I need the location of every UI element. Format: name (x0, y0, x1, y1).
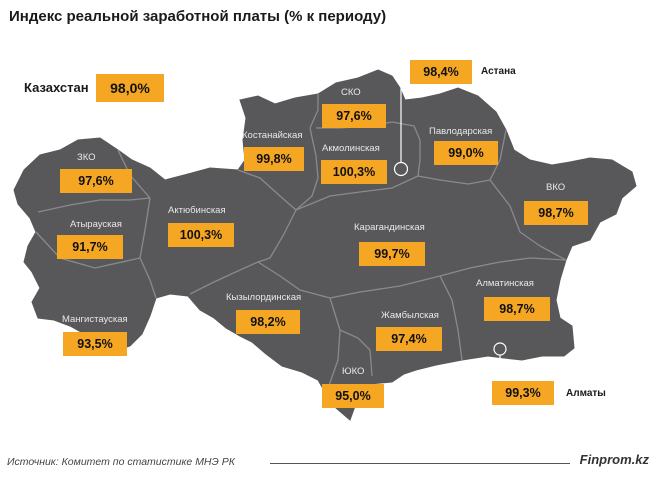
border-zhambyl-almaty (439, 275, 463, 361)
region-value-atyrau: 91,7% (57, 235, 123, 259)
city-label-astana: Астана (481, 66, 516, 77)
border-aktobe-karaganda (257, 209, 297, 263)
border-pavlodar-vko (489, 129, 507, 181)
region-value-kyzylorda: 98,2% (236, 310, 300, 334)
border-pavlodar-karaganda (417, 175, 491, 185)
region-label-zhambyl: Жамбылская (381, 310, 439, 321)
kazakhstan-label: Казахстан (24, 80, 89, 95)
region-value-yuko: 95,0% (322, 384, 384, 408)
region-value-zko: 97,6% (60, 169, 132, 193)
border-karaganda-zhambyl (329, 275, 441, 299)
region-label-zko: ЗКО (77, 152, 96, 163)
region-label-atyrau: Атырауская (70, 219, 122, 230)
border-zhambyl-yuko (339, 329, 373, 377)
footer-divider (270, 463, 570, 464)
region-value-kostanay: 99,8% (244, 147, 304, 171)
border-kostanay-akmola (295, 127, 319, 211)
region-label-sko: СКО (341, 87, 361, 98)
region-label-pavlodar: Павлодарская (429, 126, 493, 137)
border-aktobe-kyzylorda (189, 261, 259, 295)
border-akmola-karaganda (295, 175, 419, 211)
city-value-almaty: 99,3% (492, 381, 554, 405)
city-label-almaty: Алматы (566, 388, 606, 399)
border-kostanay-sko (309, 94, 319, 129)
region-value-vko: 98,7% (524, 201, 588, 225)
border-akmola-pavlodar (391, 121, 421, 177)
footer-brand: Finprom.kz (579, 452, 649, 467)
region-label-aktobe: Актюбинская (168, 205, 226, 216)
region-label-kostanay: Костанайская (242, 130, 303, 141)
border-aktobe-kostanay (237, 169, 297, 211)
border-karaganda-almaty (439, 257, 567, 277)
region-value-zhambyl: 97,4% (376, 327, 442, 351)
region-value-karaganda: 99,7% (359, 242, 425, 266)
region-value-aktobe: 100,3% (168, 223, 234, 247)
border-kyzylorda-yuko (325, 297, 341, 395)
almaty-marker (493, 342, 507, 356)
region-value-mangistau: 93,5% (63, 332, 127, 356)
region-label-vko: ВКО (546, 182, 566, 193)
border-zko-atyrau (37, 197, 151, 213)
region-label-yuko: ЮКО (342, 366, 365, 377)
border-karaganda-kyzylorda (257, 261, 331, 299)
border-karaganda-vko (489, 179, 567, 261)
border-atyrau-aktobe (139, 197, 151, 259)
border-atyrau-mangistau (35, 231, 141, 269)
region-label-almaty-region: Алматинская (476, 278, 534, 289)
region-label-mangistau: Мангистауская (62, 314, 128, 325)
region-value-almaty-region: 98,7% (484, 297, 550, 321)
region-value-sko: 97,6% (322, 104, 386, 128)
astana-marker (393, 161, 409, 177)
chart-title: Индекс реальной заработной платы (% к пе… (9, 8, 387, 25)
region-label-akmola: Акмолинская (322, 143, 380, 154)
region-value-akmola: 100,3% (321, 160, 387, 184)
region-value-pavlodar: 99,0% (434, 141, 498, 165)
border-mangistau-aktobe (139, 257, 157, 299)
kazakhstan-value-badge: 98,0% (96, 74, 164, 102)
city-value-astana: 98,4% (410, 60, 472, 84)
region-label-karaganda: Карагандинская (354, 222, 425, 233)
region-label-kyzylorda: Кызылординская (226, 292, 302, 303)
footer-source: Источник: Комитет по статистике МНЭ РК (7, 456, 235, 468)
